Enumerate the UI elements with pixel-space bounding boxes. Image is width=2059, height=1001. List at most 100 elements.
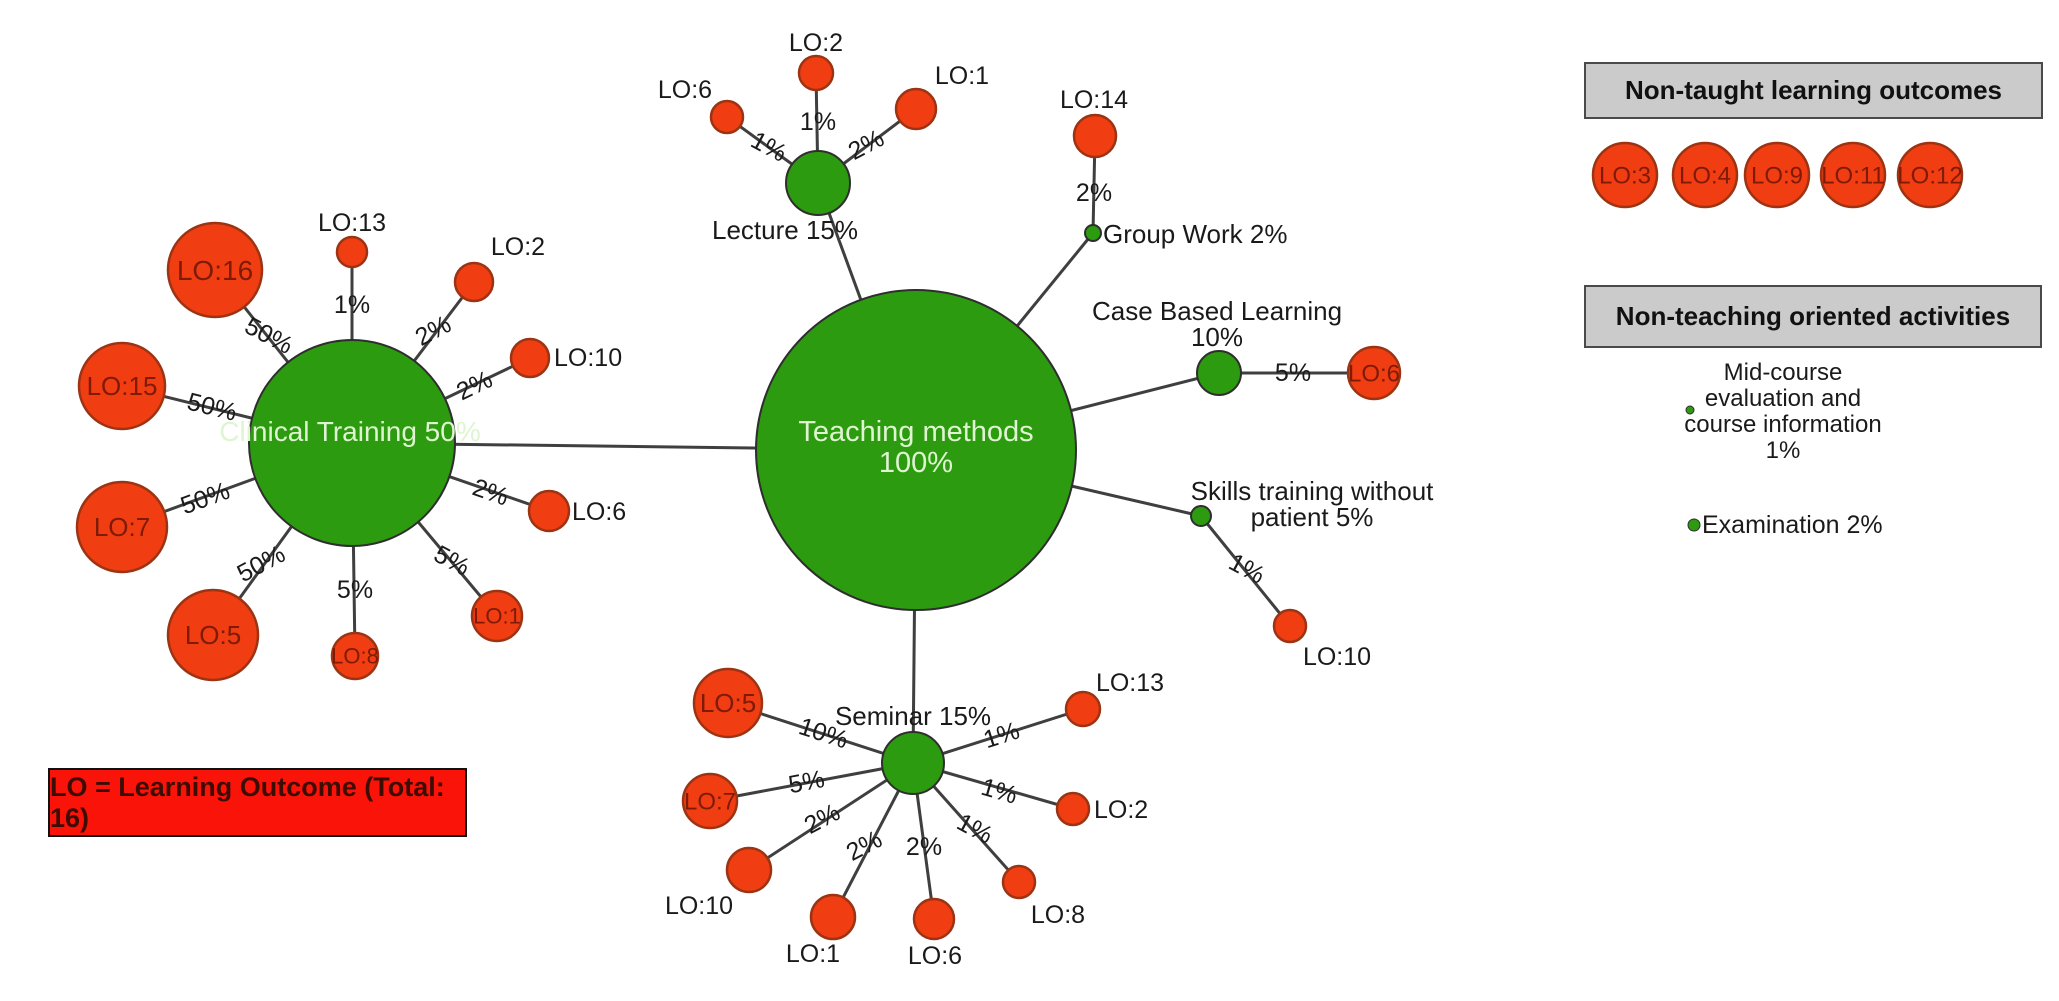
activity-examination-label: Examination 2% xyxy=(1702,511,1883,539)
edge-percent-lecture-lo2l: 1% xyxy=(800,108,836,136)
non-taught-outcome-label: LO:4 xyxy=(1679,162,1731,189)
outcome-label-lo15: LO:15 xyxy=(87,371,158,401)
outcome-label-lo7s: LO:7 xyxy=(684,788,736,815)
outcome-label-lo7: LO:7 xyxy=(94,512,150,542)
non-teaching-activities-header: Non-teaching oriented activities xyxy=(1584,285,2042,348)
method-label-case_based: Case Based Learning xyxy=(1092,296,1342,326)
outcome-node-lo7 xyxy=(75,480,169,574)
outcome-label-lo6s: LO:6 xyxy=(908,942,962,970)
outcome-label-lo10s: LO:10 xyxy=(1303,643,1371,671)
edge-percent-clinical-lo6c: 2% xyxy=(469,473,512,511)
non-taught-outcome-1 xyxy=(1591,141,1659,209)
non-taught-outcome-label: LO:12 xyxy=(1897,162,1962,189)
outcome-node-lo5s xyxy=(692,667,764,739)
outcome-label-lo8: LO:8 xyxy=(331,644,379,669)
method-label-skills: patient 5% xyxy=(1251,502,1374,532)
outcome-node-lo10s xyxy=(1272,608,1308,644)
outcome-node-lo2l xyxy=(797,54,835,92)
method-label-group_work: Group Work 2% xyxy=(1103,219,1287,249)
non-taught-outcome-label: LO:3 xyxy=(1599,162,1651,189)
method-label-case_based: 10% xyxy=(1191,322,1243,352)
outcome-label-lo2: LO:2 xyxy=(491,233,545,261)
non-taught-outcome-4 xyxy=(1819,141,1887,209)
outcome-node-lo13s xyxy=(1064,690,1102,728)
edge-percent-group_work-lo14: 2% xyxy=(1076,179,1112,207)
outcome-node-lo14 xyxy=(1072,113,1118,159)
method-label-skills: Skills training without xyxy=(1191,476,1435,506)
activity-dot-1 xyxy=(1685,405,1695,415)
edge-percent-clinical-lo15: 50% xyxy=(184,388,239,427)
outcome-label-lo14: LO:14 xyxy=(1060,86,1128,114)
edge-percent-seminar-lo6s: 2% xyxy=(906,833,942,861)
outcome-node-lo1l xyxy=(894,87,938,131)
edge-percent-lecture-lo6l: 1% xyxy=(746,126,791,168)
outcome-node-lo7s xyxy=(681,772,739,830)
activity-dot-2 xyxy=(1687,518,1701,532)
outcome-node-lo6c xyxy=(527,489,571,533)
method-node-case_based xyxy=(1196,350,1242,396)
outcome-node-lo6s xyxy=(912,897,956,941)
method-label-seminar: Seminar 15% xyxy=(835,701,991,731)
outcome-node-lo8s xyxy=(1001,864,1037,900)
edge-seminar-lo10m xyxy=(748,761,914,872)
outcome-label-lo6c: LO:6 xyxy=(572,498,626,526)
edge-seminar-lo7s xyxy=(709,761,914,803)
outcome-node-lo6l xyxy=(709,99,745,135)
outcome-label-lo16: LO:16 xyxy=(177,255,253,286)
outcome-label-lo6cb: LO:6 xyxy=(1348,360,1400,387)
non-taught-outcomes-title: Non-taught learning outcomes xyxy=(1625,75,2002,105)
non-taught-outcome-label: LO:11 xyxy=(1821,162,1885,189)
method-node-lecture xyxy=(785,150,851,216)
edge-percent-clinical-lo8: 5% xyxy=(337,576,373,604)
outcome-node-lo1 xyxy=(470,589,524,643)
method-label-teaching: Teaching methods xyxy=(798,416,1033,448)
activity-midcourse-line3: course information xyxy=(1684,411,1882,438)
activity-midcourse-line1: Mid-course xyxy=(1723,359,1843,386)
legend-box: LO = Learning Outcome (Total: 16) xyxy=(48,768,467,837)
edge-percent-seminar-lo2s: 1% xyxy=(978,773,1020,810)
outcome-label-lo10m: LO:10 xyxy=(665,892,733,920)
method-node-teaching xyxy=(755,289,1077,611)
non-taught-outcome-3 xyxy=(1743,141,1811,209)
edge-percent-seminar-lo7s: 5% xyxy=(786,765,827,799)
outcome-node-lo15 xyxy=(77,341,167,431)
non-taught-outcome-2 xyxy=(1671,141,1739,209)
outcome-label-lo13s: LO:13 xyxy=(1096,669,1164,697)
outcome-node-lo2 xyxy=(453,261,495,303)
outcome-label-lo5s: LO:5 xyxy=(700,688,756,718)
edge-percent-clinical-lo16: 50% xyxy=(240,312,297,360)
non-taught-outcome-5 xyxy=(1896,141,1964,209)
outcome-node-lo5 xyxy=(166,588,260,682)
outcome-node-lo16 xyxy=(166,221,264,319)
outcome-node-lo10m xyxy=(725,846,773,894)
outcome-node-lo10 xyxy=(509,337,551,379)
method-node-clinical xyxy=(248,339,456,547)
non-taught-outcomes-header: Non-taught learning outcomes xyxy=(1584,62,2043,119)
method-label-lecture: Lecture 15% xyxy=(712,215,858,245)
edge-percent-clinical-lo7: 50% xyxy=(177,477,234,520)
method-node-skills xyxy=(1190,505,1212,527)
outcome-label-lo1s: LO:1 xyxy=(786,940,840,968)
non-taught-outcome-label: LO:9 xyxy=(1751,162,1803,189)
activity-midcourse-label: Mid-course evaluation and course informa… xyxy=(1660,360,1906,464)
outcome-node-lo1s xyxy=(809,893,857,941)
edge-percent-case_based-lo6cb: 5% xyxy=(1275,359,1311,387)
method-node-seminar xyxy=(881,731,945,795)
method-label-clinical: Clinical Training 50% xyxy=(219,416,480,447)
edge-percent-clinical-lo13: 1% xyxy=(334,291,370,319)
outcome-node-lo6cb xyxy=(1346,345,1402,401)
outcome-label-lo1l: LO:1 xyxy=(935,62,989,90)
outcome-label-lo5: LO:5 xyxy=(185,620,241,650)
legend-text: LO = Learning Outcome (Total: 16) xyxy=(50,771,445,833)
method-node-group_work xyxy=(1084,224,1102,242)
outcome-label-lo8s: LO:8 xyxy=(1031,901,1085,929)
edge-percent-seminar-lo1s: 2% xyxy=(842,825,887,867)
outcome-node-lo13 xyxy=(335,235,369,269)
outcome-label-lo2l: LO:2 xyxy=(789,29,843,57)
activity-midcourse-line2: evaluation and xyxy=(1704,385,1862,412)
outcome-label-lo6l: LO:6 xyxy=(658,76,712,104)
activity-midcourse-line4: 1% xyxy=(1765,437,1801,464)
outcome-node-lo2s xyxy=(1055,791,1091,827)
